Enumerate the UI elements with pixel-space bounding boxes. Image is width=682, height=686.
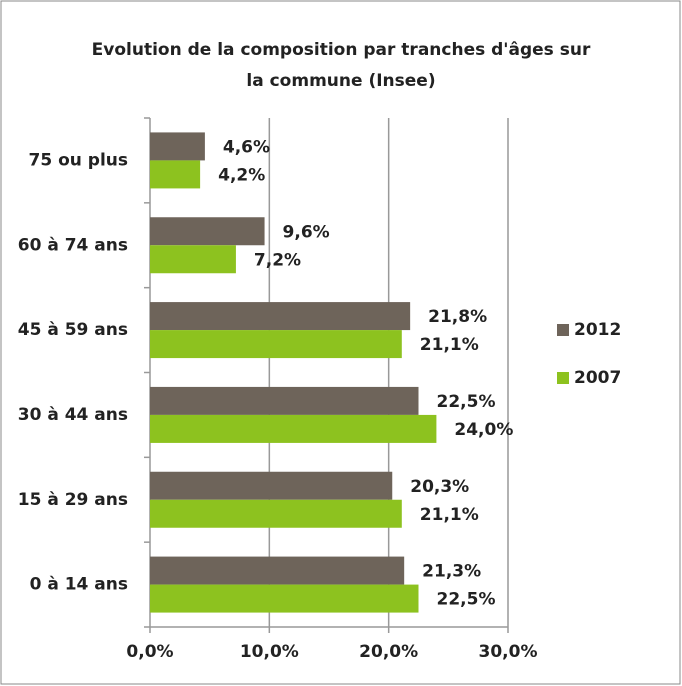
y-tick-label: 15 à 29 ans [18,490,128,510]
y-tick-label: 45 à 59 ans [18,320,128,340]
bar [150,330,402,359]
legend-label: 2007 [574,368,621,388]
y-tick-label: 0 à 14 ans [30,575,128,595]
chart-title: Evolution de la composition par tranches… [92,40,591,60]
bar [150,302,411,331]
bar [150,386,419,415]
bar [150,217,265,246]
y-tick-label: 30 à 44 ans [18,405,128,425]
chart-title: la commune (Insee) [246,71,435,91]
x-tick-label: 0,0% [126,642,173,662]
value-label: 21,3% [422,562,481,582]
value-label: 7,2% [254,250,301,270]
value-label: 21,1% [420,335,479,355]
x-tick-label: 30,0% [479,642,538,662]
bar [150,471,393,500]
bar [150,499,402,528]
value-label: 4,2% [218,165,265,185]
y-tick-label: 75 ou plus [29,150,129,170]
value-label: 24,0% [454,420,513,440]
bar [150,160,201,189]
value-label: 21,8% [428,307,487,327]
value-label: 9,6% [283,222,330,242]
y-tick-label: 60 à 74 ans [18,235,128,255]
value-label: 20,3% [410,477,469,497]
legend-label: 2012 [574,320,621,340]
bar [150,414,437,443]
value-label: 22,5% [437,392,496,412]
x-tick-label: 20,0% [359,642,418,662]
value-label: 21,1% [420,505,479,525]
value-label: 4,6% [223,137,270,157]
legend-swatch [557,372,569,384]
x-tick-label: 10,0% [240,642,299,662]
bar [150,245,236,274]
bar [150,584,419,613]
bar [150,132,205,161]
bar [150,556,405,585]
legend-swatch [557,324,569,336]
value-label: 22,5% [437,590,496,610]
